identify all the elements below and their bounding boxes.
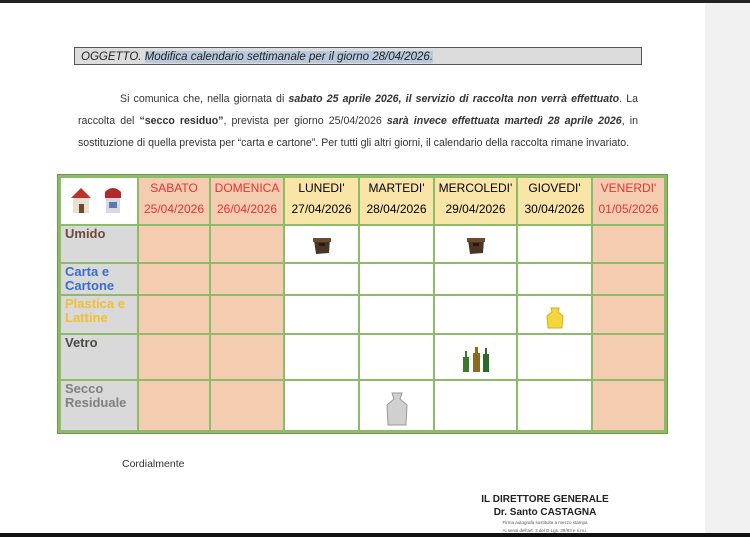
signature-note: Ai sensi dell'art. 3 del D.Lgs. 39/93 e … [502, 528, 588, 533]
day-header: SABATO 25/04/2026 [137, 175, 211, 226]
waste-type-label: Carta e Cartone [58, 262, 139, 296]
yellow-bag-icon [545, 306, 565, 333]
viewer-background [705, 3, 750, 537]
calendar-cell [283, 379, 360, 433]
calendar-cell [358, 294, 435, 335]
day-header: LUNEDI' 27/04/2026 [283, 175, 360, 226]
calendar-cell [283, 333, 360, 381]
calendar-cell [358, 333, 435, 381]
calendar-cell [209, 333, 285, 381]
house-shop-logo-cell [58, 175, 139, 226]
calendar-cell [516, 333, 593, 381]
calendar-cell [283, 224, 360, 264]
calendar-cell [358, 379, 435, 433]
signature-note: Firma autografa sostituita a mezzo stamp… [502, 520, 588, 525]
calendar-cell [209, 262, 285, 296]
calendar-cell [283, 262, 360, 296]
calendar-cell [516, 294, 593, 335]
subject-prefix: OGGETTO. [81, 51, 142, 63]
calendar-cell [137, 262, 211, 296]
calendar-cell [591, 262, 667, 296]
table-row: Carta e Cartone [58, 262, 667, 296]
calendar-cell [591, 224, 667, 264]
calendar-cell [209, 379, 285, 433]
collection-calendar-table: SABATO 25/04/2026 DOMENICA 26/04/2026 LUNEDI… [57, 174, 668, 434]
waste-type-label: Umido [58, 224, 139, 264]
signature-title: IL DIRETTORE GENERALE [481, 494, 609, 505]
calendar-cell [358, 262, 435, 296]
calendar-cell [433, 224, 518, 264]
window-top-bar [0, 0, 750, 3]
calendar-cell [433, 333, 518, 381]
calendar-cell [283, 294, 360, 335]
glass-bottles-icon [459, 345, 493, 376]
table-row: Secco Residuale [58, 379, 667, 433]
calendar-cell [591, 294, 667, 335]
grey-bag-icon [384, 391, 410, 430]
table-row: Umido [58, 224, 667, 264]
waste-type-label: Secco Residuale [58, 379, 139, 433]
day-header: MERCOLEDI' 29/04/2026 [433, 175, 518, 226]
signature-name: Dr. Santo CASTAGNA [493, 507, 597, 518]
waste-type-label: Vetro [58, 333, 139, 381]
house-shop-icon [67, 188, 131, 219]
table-row: Vetro [58, 333, 667, 381]
calendar-cell [591, 379, 667, 433]
calendar-cell [433, 379, 518, 433]
calendar-cell [358, 224, 435, 264]
calendar-cell [516, 262, 593, 296]
calendar-cell [433, 262, 518, 296]
calendar-cell [433, 294, 518, 335]
organic-bin-icon [465, 236, 487, 259]
organic-bin-icon [311, 236, 333, 259]
day-header: MARTEDI' 28/04/2026 [358, 175, 435, 226]
calendar-cell [137, 294, 211, 335]
day-header: VENERDI' 01/05/2026 [591, 175, 667, 226]
calendar-cell [591, 333, 667, 381]
signature-block: IL DIRETTORE GENERALE Dr. Santo CASTAGNA… [455, 494, 635, 534]
table-row: Plastica e Lattine [58, 294, 667, 335]
closing: Cordialmente [122, 458, 185, 470]
calendar-cell [516, 379, 593, 433]
calendar-cell [209, 224, 285, 264]
calendar-cell [516, 224, 593, 264]
calendar-cell [137, 379, 211, 433]
day-header: DOMENICA 26/04/2026 [209, 175, 285, 226]
calendar-cell [209, 294, 285, 335]
day-header: GIOVEDI' 30/04/2026 [516, 175, 593, 226]
subject-line: OGGETTO. Modifica calendario settimanale… [74, 47, 642, 65]
calendar-cell [137, 224, 211, 264]
subject-text-selected[interactable]: Modifica calendario settimanale per il g… [144, 51, 434, 63]
window-bottom-bar [0, 533, 750, 537]
notice-paragraph: Si comunica che, nella giornata di sabat… [78, 93, 639, 149]
waste-type-label: Plastica e Lattine [58, 294, 139, 335]
calendar-cell [137, 333, 211, 381]
